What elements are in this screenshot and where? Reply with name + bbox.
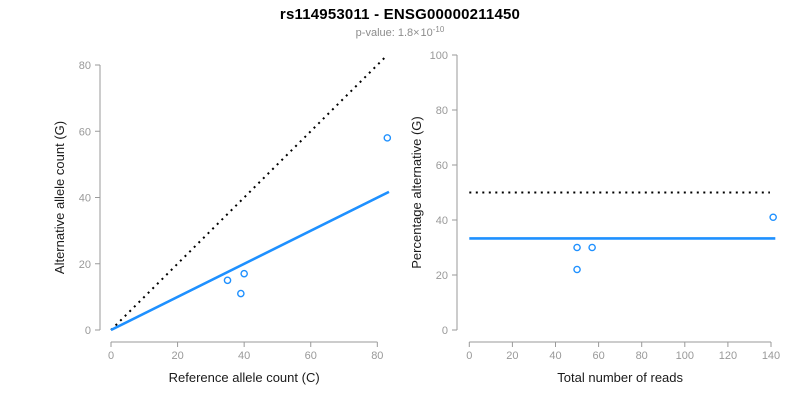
x-tick-label: 140 xyxy=(762,350,780,362)
y-tick-label: 60 xyxy=(436,160,448,172)
figure-subtitle: p-value: 1.8× 10-10 xyxy=(0,25,800,39)
x-tick-label: 120 xyxy=(719,350,737,362)
data-point xyxy=(573,265,581,274)
x-tick-label: 0 xyxy=(466,350,472,362)
y-tick-label: 20 xyxy=(436,270,448,282)
identity-line xyxy=(110,54,389,331)
y-tick-label: 100 xyxy=(430,50,448,62)
data-point xyxy=(573,243,581,252)
y-tick-label: 40 xyxy=(436,215,448,227)
panel-allele-counts: 0 20 40 60 80 0 20 40 60 80 Reference allele count… xyxy=(52,54,392,385)
x-tick-label: 0 xyxy=(108,350,114,362)
x-tick-label: 60 xyxy=(592,350,604,362)
x-axis-title: Total number of reads xyxy=(557,370,683,385)
x-tick-label: 20 xyxy=(171,350,183,362)
pvalue-base: 10 xyxy=(420,27,433,39)
x-tick-label: 100 xyxy=(676,350,694,362)
x-tick-label: 80 xyxy=(636,350,648,362)
y-axis-title: Percentage alternative (G) xyxy=(409,116,424,268)
panel-percentage-alternative: 0 20 40 60 80 100 0 20 40 60 80 100 120 140 Total numb… xyxy=(409,50,780,385)
figure-title: rs114953011 - ENSG00000211450 xyxy=(279,6,521,23)
x-tick-label: 40 xyxy=(549,350,561,362)
x-tick-label: 40 xyxy=(238,350,250,362)
y-tick-label: 80 xyxy=(79,60,91,72)
x-axis-title: Reference allele count (C) xyxy=(169,370,320,385)
data-point xyxy=(769,213,777,222)
y-tick-label: 80 xyxy=(436,105,448,117)
x-tick-label: 20 xyxy=(506,350,518,362)
data-point xyxy=(383,134,392,142)
data-point xyxy=(588,243,596,252)
y-tick-label: 60 xyxy=(79,126,91,138)
pvalue-text: p-value: 1.8× xyxy=(355,27,420,39)
y-tick-label: 40 xyxy=(79,193,91,205)
y-tick-label: 20 xyxy=(79,259,91,271)
pvalue-exponent: -10 xyxy=(432,25,445,34)
y-axis-title: Alternative allele count (G) xyxy=(52,121,67,274)
x-tick-label: 80 xyxy=(371,350,383,362)
data-point xyxy=(237,289,245,298)
y-tick-label: 0 xyxy=(85,325,91,337)
fit-line xyxy=(110,190,390,332)
data-point xyxy=(223,276,232,285)
y-tick-label: 0 xyxy=(442,325,448,337)
data-point xyxy=(240,269,248,278)
x-tick-label: 60 xyxy=(305,350,317,362)
